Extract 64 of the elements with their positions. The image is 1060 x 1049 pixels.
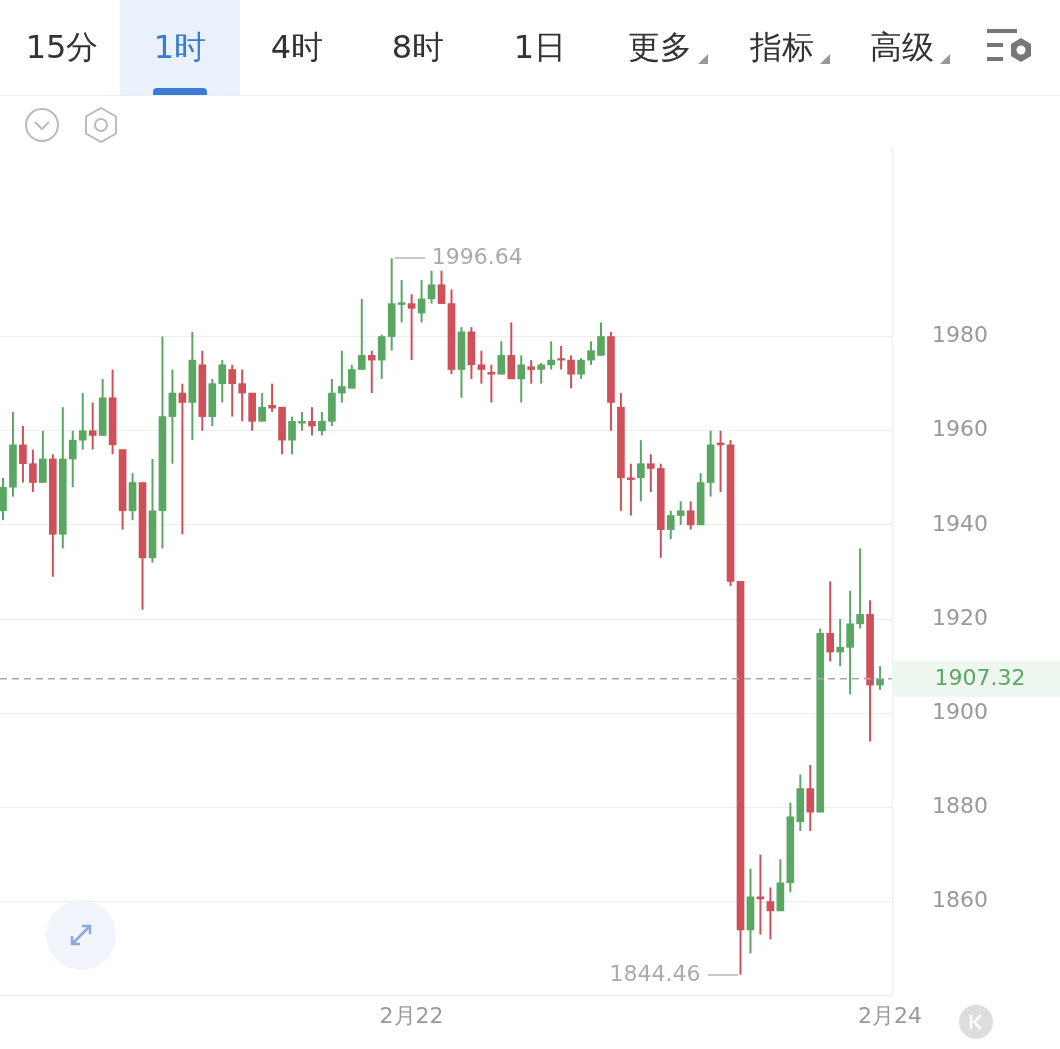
candlestick — [826, 580, 835, 663]
candlestick — [587, 340, 595, 366]
candlestick — [836, 618, 844, 668]
text: 15分 — [25, 26, 99, 68]
candlestick — [178, 382, 187, 536]
candlestick — [29, 448, 37, 493]
candlestick — [637, 439, 645, 503]
candlestick — [646, 453, 655, 493]
y-tick-label: 1960 — [932, 416, 988, 442]
x-tick-label: 2月24 — [858, 1002, 923, 1028]
candlestick — [856, 547, 864, 630]
candlestick — [19, 425, 27, 484]
text: 8时 — [391, 26, 445, 68]
candlestick — [228, 363, 237, 418]
candlestick — [666, 509, 675, 541]
candlestick — [288, 415, 296, 456]
y-tick-label: 1940 — [932, 510, 988, 536]
candlestick — [527, 359, 536, 385]
candlestick — [347, 363, 356, 390]
candlestick — [218, 359, 227, 404]
y-tick-label: 1860 — [932, 887, 988, 913]
y-tick-label: 1920 — [932, 604, 988, 630]
candlestick — [577, 357, 585, 380]
y-tick-label: 1880 — [932, 793, 988, 819]
candlestick — [597, 321, 605, 357]
text: 1日 — [513, 26, 567, 68]
candlestick — [557, 344, 565, 371]
candlestick — [537, 361, 546, 385]
text: 4时 — [270, 26, 324, 68]
candlestick — [407, 293, 416, 362]
candlestick — [68, 429, 77, 489]
candlestick — [766, 886, 775, 941]
ref-line-label: 1907.32 — [934, 664, 1026, 690]
candlestick — [487, 363, 496, 404]
candlestick — [367, 349, 376, 395]
candlestick — [78, 392, 87, 451]
text: 高级 — [870, 26, 934, 68]
annotation: 1996.64 — [431, 243, 523, 269]
y-tick-label: 1900 — [932, 698, 988, 724]
candlestick — [686, 500, 695, 531]
candlestick — [298, 410, 306, 432]
candlestick — [676, 500, 685, 526]
candlestick — [427, 269, 436, 305]
text: 更多 — [628, 26, 692, 68]
candlestick — [238, 368, 247, 423]
candlestick — [567, 354, 575, 390]
y-tick-label: 1980 — [932, 322, 988, 348]
x-tick-label: 2月22 — [379, 1002, 444, 1028]
candlestick — [258, 392, 266, 423]
candlestick — [397, 279, 406, 324]
annotation: 1844.46 — [609, 960, 701, 986]
candlestick — [627, 462, 635, 517]
candlestick — [88, 401, 97, 451]
candlestick — [318, 410, 326, 437]
candlestick — [437, 269, 446, 305]
candlestick — [357, 297, 366, 371]
text: 1时 — [153, 26, 207, 68]
text: 指标 — [750, 26, 814, 68]
candlestick — [477, 349, 486, 385]
candlestick — [308, 406, 316, 437]
candlestick — [547, 340, 555, 371]
candlestick — [517, 354, 526, 404]
candlestick — [497, 340, 506, 376]
candlestick — [338, 349, 346, 404]
